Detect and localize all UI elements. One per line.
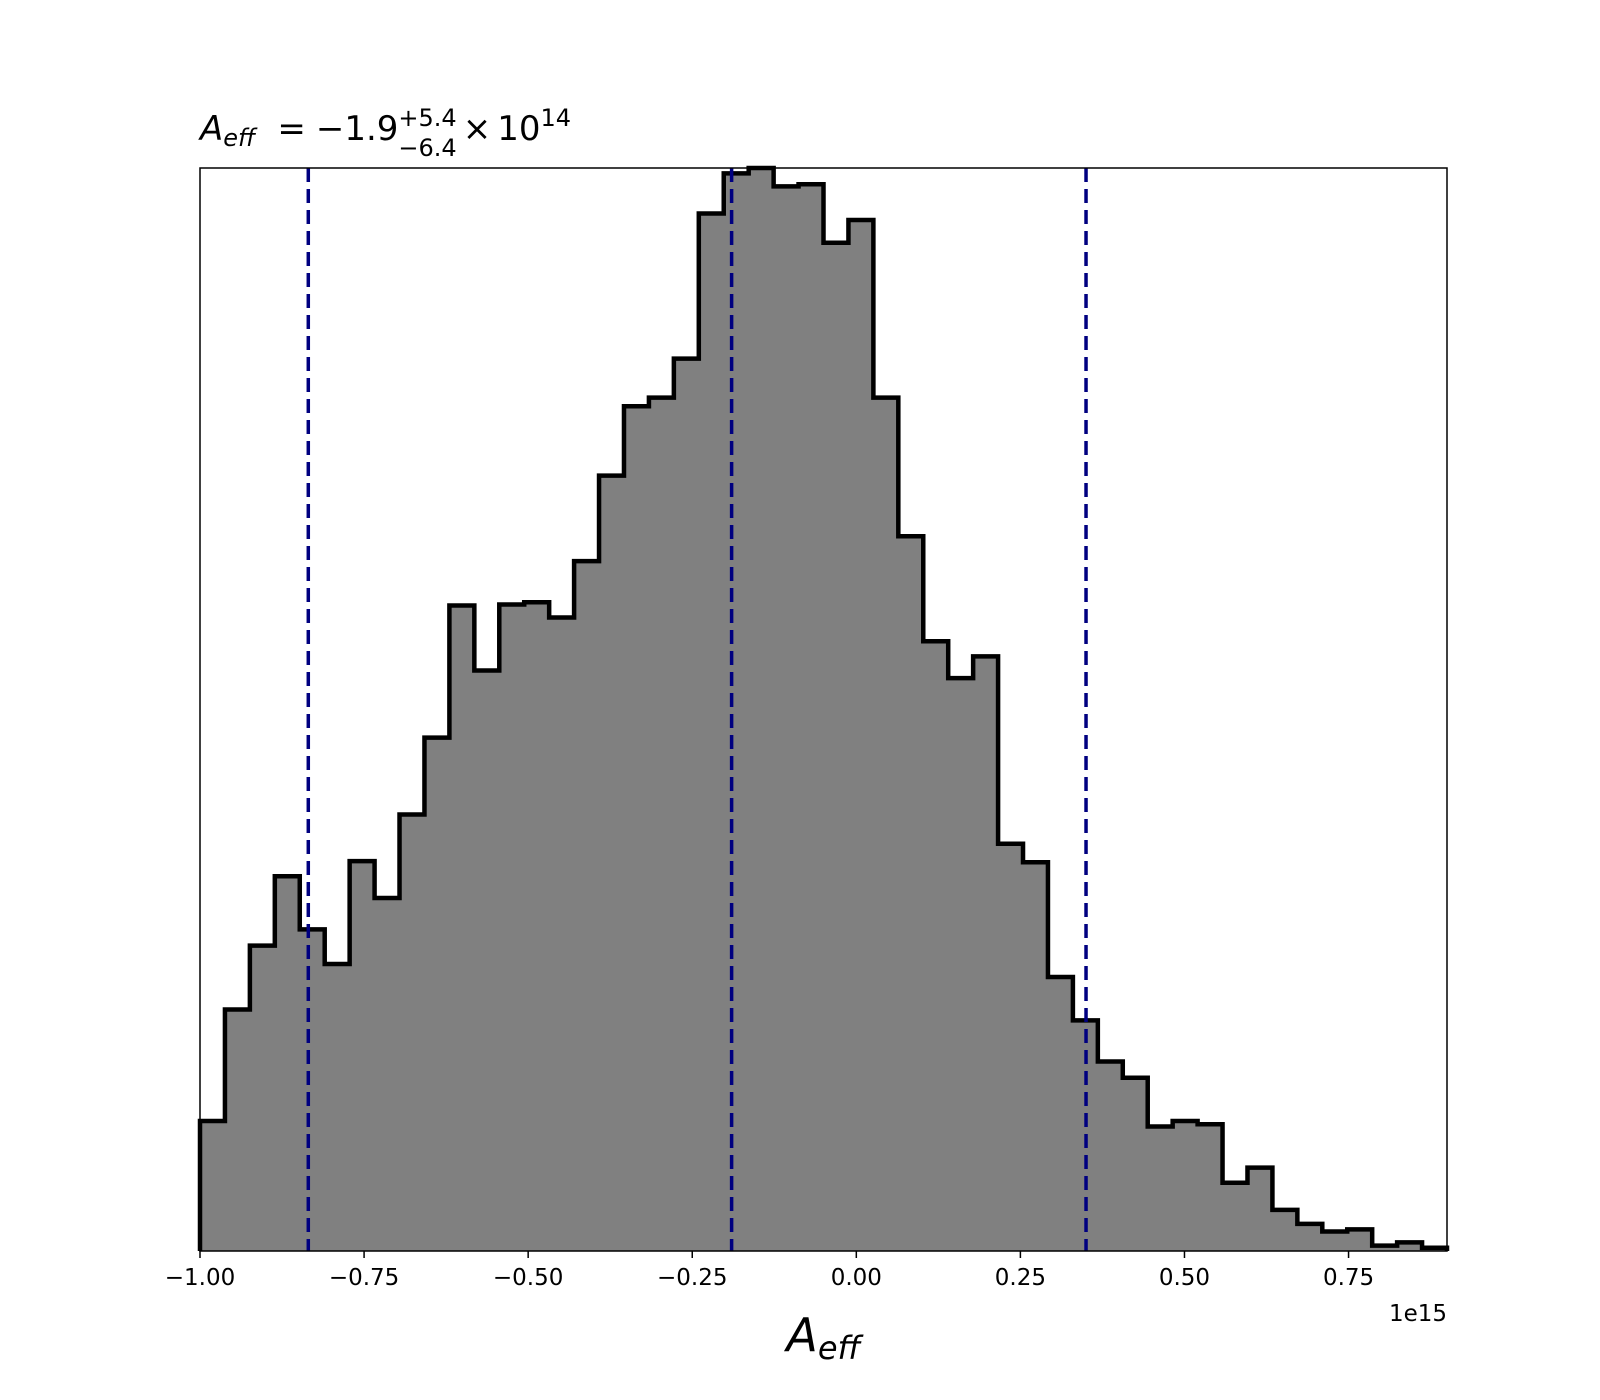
histogram-bar xyxy=(623,406,650,1251)
histogram-bar xyxy=(449,605,475,1251)
title-value: −1.9 xyxy=(316,109,399,149)
title-base: 10 xyxy=(497,109,540,149)
histogram-bar xyxy=(1097,1061,1124,1251)
histogram-bar xyxy=(200,1121,226,1251)
title-lower-error: −6.4 xyxy=(398,134,456,162)
histogram-bar xyxy=(474,670,500,1251)
histogram-bar xyxy=(399,814,425,1251)
x-tick-label: 0.75 xyxy=(1323,1265,1374,1291)
histogram-bar xyxy=(648,397,675,1251)
histogram-bar xyxy=(748,168,775,1251)
histogram-bar xyxy=(773,186,800,1251)
title-equals: = xyxy=(277,109,306,149)
histogram-bar xyxy=(698,213,725,1252)
interval-lines xyxy=(306,168,1088,1251)
histogram-bar xyxy=(1197,1124,1224,1251)
histogram-bar xyxy=(1247,1167,1273,1251)
histogram-bar xyxy=(274,876,301,1251)
title-times-sign: × xyxy=(463,109,492,149)
axes-frame xyxy=(199,167,1448,1252)
title-upper-error: +5.4 xyxy=(398,104,456,132)
x-tick-label: 0.00 xyxy=(831,1265,882,1291)
histogram-bar xyxy=(524,602,550,1251)
histogram-bar xyxy=(1397,1242,1423,1251)
x-tick-label: 0.25 xyxy=(995,1265,1046,1291)
histogram-bar xyxy=(798,184,824,1251)
histogram-bar xyxy=(1322,1231,1348,1251)
x-tick-label: −0.75 xyxy=(329,1265,399,1291)
histogram-bar xyxy=(848,219,874,1251)
histogram-bar xyxy=(549,617,575,1251)
histogram-outline xyxy=(197,165,1450,1251)
histogram-bar xyxy=(1047,977,1074,1251)
histogram-bar xyxy=(1222,1182,1248,1251)
histogram-bar xyxy=(823,242,849,1252)
histogram-bar xyxy=(1272,1209,1298,1251)
histogram-bar xyxy=(299,929,326,1251)
x-tick-label: −1.00 xyxy=(165,1265,235,1291)
x-axis-label-subscript: eff xyxy=(818,1329,865,1367)
histogram-bar xyxy=(923,641,949,1251)
title-exponent: 14 xyxy=(540,104,571,132)
histogram-bar xyxy=(574,561,600,1251)
histogram-bar xyxy=(723,173,750,1251)
histogram-bar xyxy=(224,1009,251,1251)
x-tick-label: −0.50 xyxy=(493,1265,563,1291)
histogram-bar xyxy=(898,536,924,1251)
histogram-bar xyxy=(1147,1126,1174,1251)
x-axis-label: Aeff xyxy=(783,1308,864,1367)
histogram-bar xyxy=(349,861,376,1251)
histogram-bar xyxy=(424,737,450,1251)
histogram-bar xyxy=(998,843,1024,1251)
histogram-bar xyxy=(873,397,899,1251)
histogram-bar xyxy=(673,358,700,1251)
x-axis-offset-label: 1e15 xyxy=(1389,1301,1447,1327)
plot-area xyxy=(197,165,1450,1252)
x-axis-label-symbol: A xyxy=(783,1308,817,1362)
x-axis-ticks: −1.00 −0.75 −0.50 −0.25 0.00 0.25 0.50 0.75 xyxy=(165,1251,1374,1291)
histogram-bar xyxy=(599,475,625,1251)
histogram-bar xyxy=(1122,1077,1149,1251)
histogram-bar xyxy=(948,678,974,1251)
x-tick-label: 0.50 xyxy=(1159,1265,1210,1291)
histogram-bar xyxy=(973,656,999,1251)
histogram-bar xyxy=(324,964,351,1251)
histogram-bar xyxy=(499,604,525,1251)
histogram-bar xyxy=(249,945,276,1251)
histogram-bar xyxy=(1297,1223,1323,1251)
histogram-bar xyxy=(374,897,401,1251)
histogram-bar xyxy=(1172,1121,1199,1251)
histogram-bar xyxy=(1023,862,1049,1251)
title-symbol: A xyxy=(198,109,223,149)
histogram-bar xyxy=(1347,1229,1373,1251)
title-subscript: eff xyxy=(223,124,258,152)
histogram-bar xyxy=(1372,1245,1398,1251)
x-tick-label: −0.25 xyxy=(657,1265,727,1291)
chart-title: Aeff = −1.9+5.4 −6.4 × 1014 xyxy=(198,104,571,162)
